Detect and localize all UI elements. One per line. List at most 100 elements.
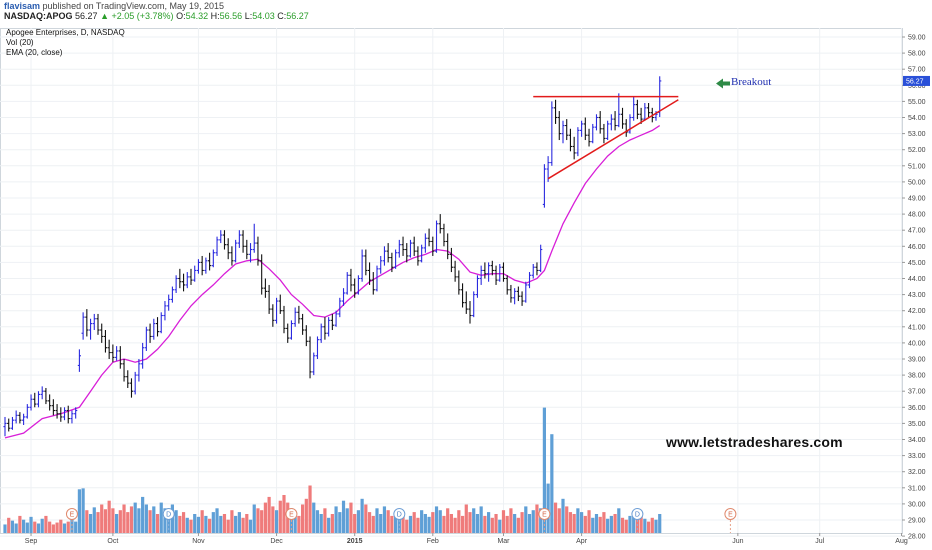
ohlc-bar (222, 230, 227, 250)
volume-bar (44, 515, 48, 533)
ohlc-bar (628, 114, 632, 134)
price-axis[interactable]: 59.00 58.00 57.00 56.00 55.00 54.00 53.00 52.00… (902, 35, 930, 541)
event-circle (285, 508, 298, 520)
close-label: C: (277, 11, 287, 21)
earnings-marker: E (538, 508, 551, 533)
volume-bar (565, 506, 569, 533)
ohlc-bar (620, 107, 625, 129)
ohlc-bar (539, 244, 543, 273)
volume-bar (442, 515, 446, 533)
volume-bar (609, 515, 613, 533)
ohlc-bar (25, 404, 29, 419)
volume-bar (141, 496, 145, 533)
ohlc-bar (531, 264, 535, 279)
ohlc-bar (122, 359, 126, 382)
volume-bar (245, 514, 249, 533)
volume-bar (527, 514, 532, 533)
y-tick-label: 32.00 (908, 469, 926, 476)
volume-bar (222, 514, 227, 533)
ohlc-bar (591, 123, 595, 144)
time-axis[interactable]: Sep Oct Nov Dec 2015 Feb Mar Apr Jun Jul Aug (25, 533, 908, 545)
x-tick-label: Dec (270, 538, 283, 545)
ohlc-bar (520, 291, 524, 306)
ohlc-bar (129, 378, 134, 398)
chart-header: flavisam published on TradingView.com, M… (0, 0, 932, 22)
y-tick-label: 55.00 (908, 99, 926, 106)
volume-bar (568, 512, 573, 533)
event-circle (65, 508, 78, 520)
dividend-marker: D (162, 508, 175, 533)
ohlc-bar (70, 410, 74, 424)
ohlc-bar (513, 288, 517, 305)
ohlc-bar (602, 123, 606, 144)
event-circle (538, 508, 551, 520)
volume-bar (88, 514, 93, 533)
volume-bar (327, 517, 331, 533)
ohlc-bar (193, 265, 197, 282)
ohlc-bar (550, 101, 554, 166)
ohlc-bar (126, 370, 130, 388)
ohlc-bar (174, 275, 178, 293)
volume-bar (115, 514, 119, 533)
close-value: 56.27 (286, 11, 309, 21)
y-tick-label: 35.00 (908, 421, 926, 428)
ohlc-bar (74, 407, 78, 419)
volume-bar (297, 515, 301, 533)
event-circle (393, 508, 406, 520)
author-name[interactable]: flavisam (4, 1, 41, 11)
ohlc-bar (81, 312, 85, 340)
ohlc-bar (524, 281, 528, 303)
volume-bar (14, 523, 18, 533)
volume-bar (423, 514, 427, 533)
volume-bar (208, 518, 212, 533)
volume-bar (620, 517, 625, 533)
ohlc-bar (189, 268, 193, 285)
ohlc-bar (494, 265, 498, 285)
y-tick-label: 47.00 (908, 228, 926, 235)
ohlc-bar (55, 404, 59, 419)
volume-bar (10, 520, 15, 533)
volume-bar (505, 515, 509, 533)
legend-title: Apogee Enterprises, D, NASDAQ (6, 28, 125, 37)
ohlc-bar (438, 214, 442, 234)
ohlc-bar (178, 268, 182, 289)
ohlc-bar (416, 246, 420, 266)
price-chart[interactable]: E D E D E D E 59.00 58.00 57.00 56.00 55.00 54.00 53… (0, 22, 932, 550)
volume-bar (501, 510, 506, 533)
volume-bar (360, 498, 364, 533)
volume-bar (234, 515, 238, 533)
ohlc-bar (382, 246, 387, 266)
ohlc-bar (226, 238, 230, 260)
ohlc-bar (274, 297, 279, 324)
volume-bar (278, 500, 282, 533)
volume-bar (468, 512, 472, 533)
volume-bar (226, 519, 230, 533)
volume-bar (323, 508, 327, 533)
volume-bar (155, 514, 160, 533)
ohlc-bar (446, 233, 450, 260)
ohlc-bar (36, 391, 41, 408)
volume-bar (18, 515, 22, 533)
ohlc-bar (260, 254, 264, 295)
volume-bar (513, 514, 517, 533)
volume-bar (379, 514, 383, 533)
volume-bar (3, 524, 7, 533)
ohlc-bar (271, 304, 275, 327)
ohlc-bar (557, 111, 561, 141)
ohlc-bar (297, 305, 301, 324)
trendlines (533, 95, 679, 180)
ohlc-bar (542, 164, 546, 208)
ohlc-bar (353, 278, 357, 298)
volume-bar (580, 512, 584, 533)
ohlc-bar (420, 244, 424, 263)
ohlc-bar (59, 407, 63, 422)
ohlc-bar (141, 342, 145, 369)
ohlc-bar (479, 265, 483, 285)
low-value: 54.03 (252, 11, 275, 21)
ohlc-bar (144, 326, 148, 351)
plot-frame (0, 28, 903, 534)
volume-bar (111, 508, 115, 533)
volume-bar (420, 510, 424, 533)
volume-bar (256, 508, 260, 533)
chart-legend: Apogee Enterprises, D, NASDAQ Vol (20) E… (6, 28, 125, 58)
